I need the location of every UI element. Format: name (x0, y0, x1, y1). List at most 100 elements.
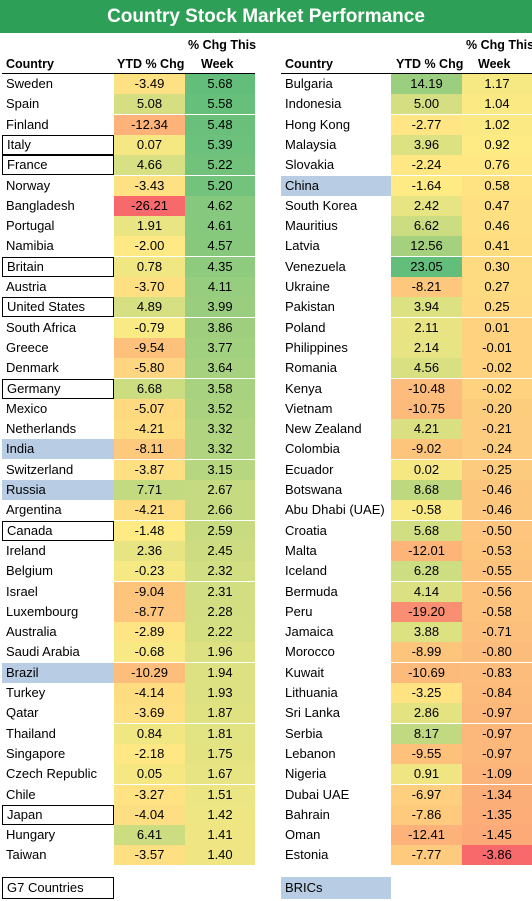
ytd-value: 7.71 (114, 480, 185, 500)
ytd-value: 5.00 (391, 94, 462, 115)
ytd-value: -2.24 (391, 155, 462, 176)
ytd-value: -4.21 (114, 419, 185, 440)
week-value: -1.09 (462, 764, 532, 785)
country-name: Sweden (6, 76, 53, 91)
country-name: Bangladesh (6, 197, 75, 213)
ytd-value: -7.77 (391, 845, 462, 866)
country-name: Netherlands (6, 421, 77, 437)
country-name: Iceland (285, 563, 327, 579)
week-value: 1.96 (185, 642, 255, 663)
country-name: France (2, 155, 114, 176)
legend-g7: G7 Countries (2, 877, 114, 899)
country-name: Philippines (285, 339, 348, 355)
ytd-value: -8.99 (391, 642, 462, 663)
country-name: Argentina (6, 502, 62, 518)
ytd-value: 6.62 (391, 216, 462, 237)
ytd-value: -26.21 (114, 195, 185, 216)
ytd-value: -2.77 (391, 114, 462, 135)
country-name: India (2, 439, 114, 460)
country-name: Thailand (6, 725, 56, 741)
week-value: 1.87 (185, 703, 255, 724)
ytd-value: 3.96 (391, 134, 462, 155)
country-name: Turkey (6, 685, 46, 700)
country-name: Romania (285, 360, 338, 376)
week-value: 0.47 (462, 195, 532, 216)
week-value: 2.28 (185, 601, 255, 622)
ytd-value: -3.57 (114, 845, 185, 866)
week-value: 4.57 (185, 236, 255, 257)
country-name: Ireland (6, 542, 46, 558)
week-value: -0.25 (462, 459, 532, 480)
header-ytd-left: YTD % Chg (117, 57, 185, 71)
ytd-value: -9.04 (114, 581, 185, 602)
ytd-value: 0.91 (391, 764, 462, 785)
country-name: Singapore (6, 745, 66, 761)
week-value: 3.52 (185, 398, 255, 419)
header-week-line1-right: % Chg This (466, 38, 532, 52)
ytd-value: 4.14 (391, 581, 462, 602)
country-name: Kenya (285, 380, 322, 396)
country-name: Hungary (6, 827, 56, 843)
week-value: -0.53 (462, 540, 532, 561)
week-value: 3.86 (185, 317, 255, 338)
week-value: 5.22 (185, 155, 255, 176)
week-value: 4.11 (185, 277, 255, 297)
country-name: Luxembourg (6, 603, 79, 619)
week-value: -0.21 (462, 419, 532, 440)
ytd-value: 2.86 (391, 703, 462, 724)
header-underline-left (2, 73, 255, 74)
week-value: 0.30 (462, 256, 532, 277)
country-name: Mauritius (285, 218, 338, 234)
ytd-value: -3.69 (114, 703, 185, 724)
week-value: -0.20 (462, 398, 532, 419)
ytd-value: -8.77 (114, 601, 185, 622)
ytd-value: -12.34 (114, 114, 185, 135)
country-name: Germany (2, 378, 114, 399)
country-name: Switzerland (6, 461, 74, 477)
week-value: 3.58 (185, 378, 255, 399)
country-name: Lebanon (285, 745, 336, 761)
week-value: 2.22 (185, 622, 255, 643)
country-name: Israel (6, 583, 38, 599)
country-name: Oman (285, 827, 321, 843)
country-name: Botswana (285, 482, 343, 497)
country-name: Australia (6, 624, 57, 640)
week-value: -0.02 (462, 378, 532, 399)
ytd-value: -3.70 (114, 277, 185, 297)
week-value: -0.97 (462, 703, 532, 724)
week-value: -0.46 (462, 500, 532, 521)
week-value: 1.75 (185, 743, 255, 764)
ytd-value: 6.68 (114, 378, 185, 399)
ytd-value: 23.05 (391, 256, 462, 277)
country-name: Dubai UAE (285, 786, 350, 802)
country-name: Austria (6, 279, 47, 294)
week-value: -1.45 (462, 825, 532, 846)
ytd-value: -3.25 (391, 683, 462, 703)
country-name: Malaysia (285, 136, 337, 152)
week-value: 1.67 (185, 764, 255, 785)
ytd-value: 2.11 (391, 317, 462, 338)
ytd-value: -5.80 (114, 358, 185, 379)
country-name: Hong Kong (285, 116, 351, 132)
legend-bric: BRICs (281, 877, 391, 899)
week-value: -0.84 (462, 683, 532, 703)
country-name: Russia (2, 480, 114, 500)
country-name: Portugal (6, 218, 55, 234)
week-value: -0.71 (462, 622, 532, 643)
country-name: Ukraine (285, 279, 330, 294)
week-value: 3.77 (185, 337, 255, 358)
country-name: Nigeria (285, 766, 327, 782)
week-value: 3.15 (185, 459, 255, 480)
week-value: 1.81 (185, 723, 255, 744)
ytd-value: -4.21 (114, 500, 185, 521)
country-name: Kuwait (285, 664, 325, 680)
ytd-value: -0.68 (114, 642, 185, 663)
week-value: 0.01 (462, 317, 532, 338)
week-value: 5.48 (185, 114, 255, 135)
country-name: Qatar (6, 705, 39, 721)
week-value: 5.58 (185, 94, 255, 115)
ytd-value: 6.41 (114, 825, 185, 846)
header-week-line1-left: % Chg This (188, 38, 257, 52)
ytd-value: -10.29 (114, 662, 185, 683)
country-name: Latvia (285, 238, 320, 254)
